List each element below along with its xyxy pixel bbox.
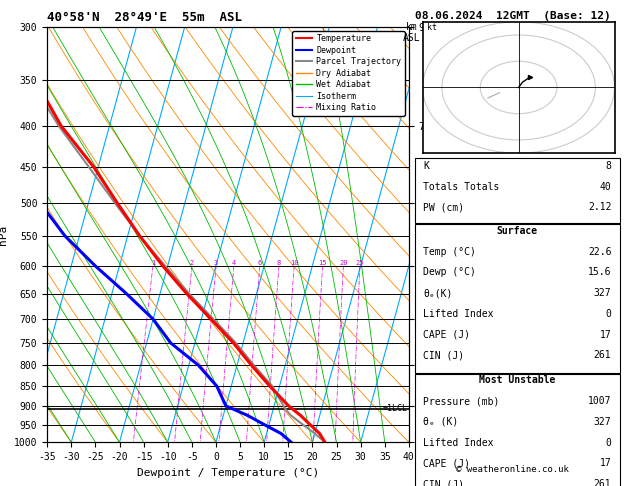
- Text: 0: 0: [606, 438, 611, 448]
- Text: 40: 40: [599, 182, 611, 191]
- X-axis label: Dewpoint / Temperature (°C): Dewpoint / Temperature (°C): [137, 468, 319, 478]
- Text: K: K: [423, 161, 429, 171]
- Text: kt: kt: [426, 23, 437, 32]
- Text: θₑ(K): θₑ(K): [423, 288, 453, 298]
- Text: CAPE (J): CAPE (J): [423, 330, 470, 340]
- Text: θₑ (K): θₑ (K): [423, 417, 459, 427]
- Text: 2.12: 2.12: [588, 202, 611, 212]
- Text: km
ASL: km ASL: [403, 22, 421, 43]
- Text: 25: 25: [355, 260, 364, 266]
- Text: 1: 1: [151, 260, 155, 266]
- Bar: [415, 374, 620, 486]
- Text: 3: 3: [214, 260, 218, 266]
- Text: Temp (°C): Temp (°C): [423, 247, 476, 257]
- Text: 4: 4: [231, 260, 236, 266]
- Text: Lifted Index: Lifted Index: [423, 438, 494, 448]
- Text: 20: 20: [339, 260, 348, 266]
- Text: 15.6: 15.6: [588, 267, 611, 278]
- Text: Pressure (mb): Pressure (mb): [423, 396, 499, 406]
- Text: =1LCL: =1LCL: [382, 404, 408, 414]
- Legend: Temperature, Dewpoint, Parcel Trajectory, Dry Adiabat, Wet Adiabat, Isotherm, Mi: Temperature, Dewpoint, Parcel Trajectory…: [292, 31, 404, 116]
- Text: 08.06.2024  12GMT  (Base: 12): 08.06.2024 12GMT (Base: 12): [415, 11, 611, 21]
- Text: 261: 261: [594, 350, 611, 361]
- Text: Most Unstable: Most Unstable: [479, 376, 555, 385]
- Text: 6: 6: [258, 260, 262, 266]
- Text: 40°58'N  28°49'E  55m  ASL: 40°58'N 28°49'E 55m ASL: [47, 11, 242, 24]
- Text: 327: 327: [594, 417, 611, 427]
- Text: Lifted Index: Lifted Index: [423, 309, 494, 319]
- Text: 17: 17: [599, 330, 611, 340]
- Text: 1007: 1007: [588, 396, 611, 406]
- Text: CIN (J): CIN (J): [423, 350, 464, 361]
- Text: 2: 2: [190, 260, 194, 266]
- Text: Surface: Surface: [497, 226, 538, 236]
- Text: © weatheronline.co.uk: © weatheronline.co.uk: [456, 465, 569, 474]
- Text: 261: 261: [594, 479, 611, 486]
- Text: 22.6: 22.6: [588, 247, 611, 257]
- Text: CAPE (J): CAPE (J): [423, 458, 470, 469]
- Text: Dewp (°C): Dewp (°C): [423, 267, 476, 278]
- Text: Totals Totals: Totals Totals: [423, 182, 499, 191]
- Text: 8: 8: [277, 260, 281, 266]
- Text: 0: 0: [606, 309, 611, 319]
- Text: 327: 327: [594, 288, 611, 298]
- Y-axis label: hPa: hPa: [0, 225, 8, 244]
- Bar: [415, 225, 620, 373]
- Text: CIN (J): CIN (J): [423, 479, 464, 486]
- Text: 8: 8: [606, 161, 611, 171]
- Text: 17: 17: [599, 458, 611, 469]
- Text: PW (cm): PW (cm): [423, 202, 464, 212]
- Bar: [415, 158, 620, 223]
- Text: 10: 10: [290, 260, 298, 266]
- Text: 15: 15: [318, 260, 327, 266]
